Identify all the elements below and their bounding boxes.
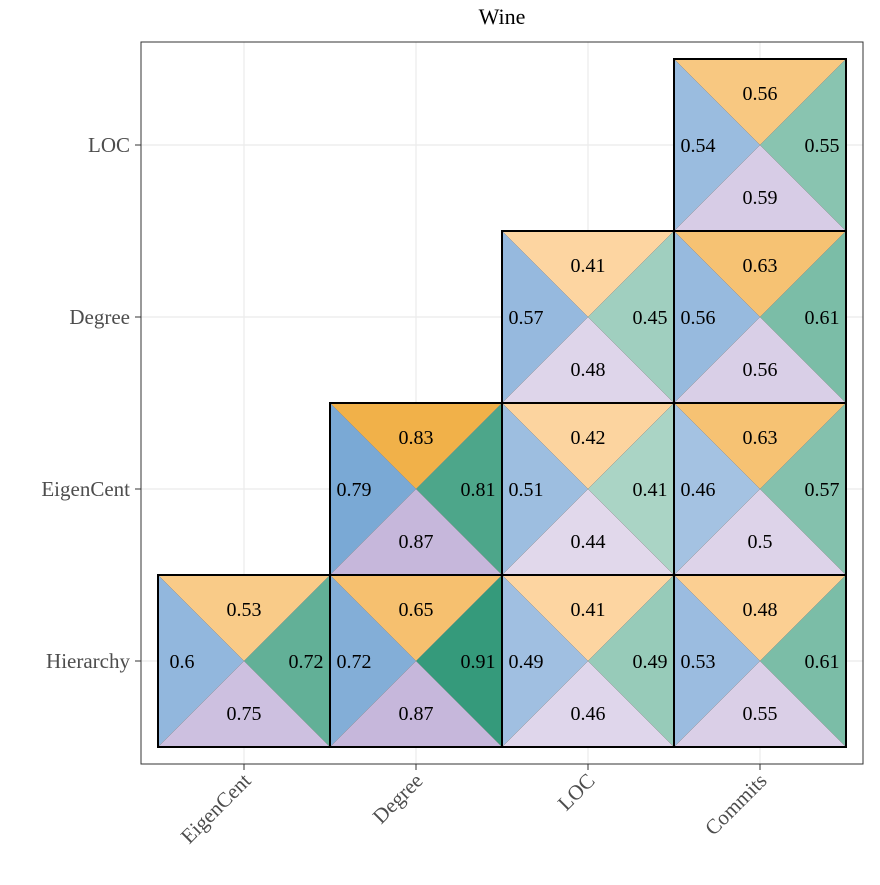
value-label-right: 0.41 xyxy=(633,479,668,501)
value-label-left: 0.46 xyxy=(681,479,716,501)
value-label-left: 0.79 xyxy=(337,479,372,501)
cell-LOC-Commits: 0.56 0.54 0.55 0.59 xyxy=(673,58,847,232)
cell-Hierarchy-EigenCent: 0.53 0.6 0.72 0.75 xyxy=(157,574,331,748)
value-label-bottom: 0.46 xyxy=(571,703,606,725)
value-label-right: 0.72 xyxy=(289,651,324,673)
value-label-top: 0.65 xyxy=(399,599,434,621)
value-label-right: 0.57 xyxy=(805,479,840,501)
cell-Degree-Commits: 0.63 0.56 0.61 0.56 xyxy=(673,230,847,404)
y-tick-label: LOC xyxy=(88,133,130,157)
value-label-top: 0.42 xyxy=(571,427,606,449)
value-label-top: 0.63 xyxy=(743,427,778,449)
y-tick-label: Hierarchy xyxy=(46,649,130,673)
value-label-right: 0.61 xyxy=(805,307,840,329)
value-label-top: 0.63 xyxy=(743,255,778,277)
value-label-right: 0.55 xyxy=(805,135,840,157)
value-label-bottom: 0.87 xyxy=(399,703,434,725)
value-label-top: 0.41 xyxy=(571,255,606,277)
cell-Hierarchy-LOC: 0.41 0.49 0.49 0.46 xyxy=(501,574,675,748)
value-label-bottom: 0.44 xyxy=(571,531,606,553)
value-label-right: 0.45 xyxy=(633,307,668,329)
value-label-left: 0.57 xyxy=(509,307,544,329)
cell-Hierarchy-Commits: 0.48 0.53 0.61 0.55 xyxy=(673,574,847,748)
cells: 0.530.6 0.720.750.650.72 0.910.870.410.49 0… xyxy=(157,58,847,748)
value-label-bottom: 0.48 xyxy=(571,359,606,381)
cell-EigenCent-Degree: 0.83 0.79 0.81 0.87 xyxy=(329,402,503,576)
cell-Degree-LOC: 0.41 0.57 0.45 0.48 xyxy=(501,230,675,404)
value-label-right: 0.91 xyxy=(461,651,496,673)
cell-Hierarchy-Degree: 0.65 0.72 0.91 0.87 xyxy=(329,574,503,748)
x-tick-label: EigenCent xyxy=(176,768,256,848)
x-axis: EigenCent Degree LOC Commits xyxy=(176,764,772,848)
value-label-bottom: 0.87 xyxy=(399,531,434,553)
value-label-left: 0.49 xyxy=(509,651,544,673)
x-tick-label: LOC xyxy=(553,769,600,816)
x-tick-label: Commits xyxy=(700,769,771,840)
value-label-top: 0.83 xyxy=(399,427,434,449)
cell-EigenCent-Commits: 0.63 0.46 0.57 0.5 xyxy=(673,402,847,576)
cell-border xyxy=(673,58,847,232)
value-label-top: 0.41 xyxy=(571,599,606,621)
value-label-bottom: 0.75 xyxy=(227,703,262,725)
cell-EigenCent-LOC: 0.42 0.51 0.41 0.44 xyxy=(501,402,675,576)
value-label-left: 0.51 xyxy=(509,479,544,501)
value-label-right: 0.81 xyxy=(461,479,496,501)
y-tick-label: EigenCent xyxy=(41,477,130,501)
value-label-left: 0.54 xyxy=(681,135,716,157)
value-label-bottom: 0.5 xyxy=(748,531,773,553)
y-axis: Hierarchy EigenCent Degree LOC xyxy=(41,133,141,673)
y-tick-label: Degree xyxy=(69,305,130,329)
value-label-top: 0.53 xyxy=(227,599,262,621)
value-label-left: 0.56 xyxy=(681,307,716,329)
value-label-left: 0.6 xyxy=(170,651,195,673)
panel-border xyxy=(140,41,864,765)
value-label-bottom: 0.55 xyxy=(743,703,778,725)
value-label-left: 0.53 xyxy=(681,651,716,673)
chart-title: Wine xyxy=(479,4,526,29)
value-label-right: 0.61 xyxy=(805,651,840,673)
value-label-bottom: 0.56 xyxy=(743,359,778,381)
value-label-bottom: 0.59 xyxy=(743,187,778,209)
value-label-left: 0.72 xyxy=(337,651,372,673)
value-label-right: 0.49 xyxy=(633,651,668,673)
value-label-top: 0.56 xyxy=(743,83,778,105)
x-tick-label: Degree xyxy=(368,769,428,829)
value-label-top: 0.48 xyxy=(743,599,778,621)
